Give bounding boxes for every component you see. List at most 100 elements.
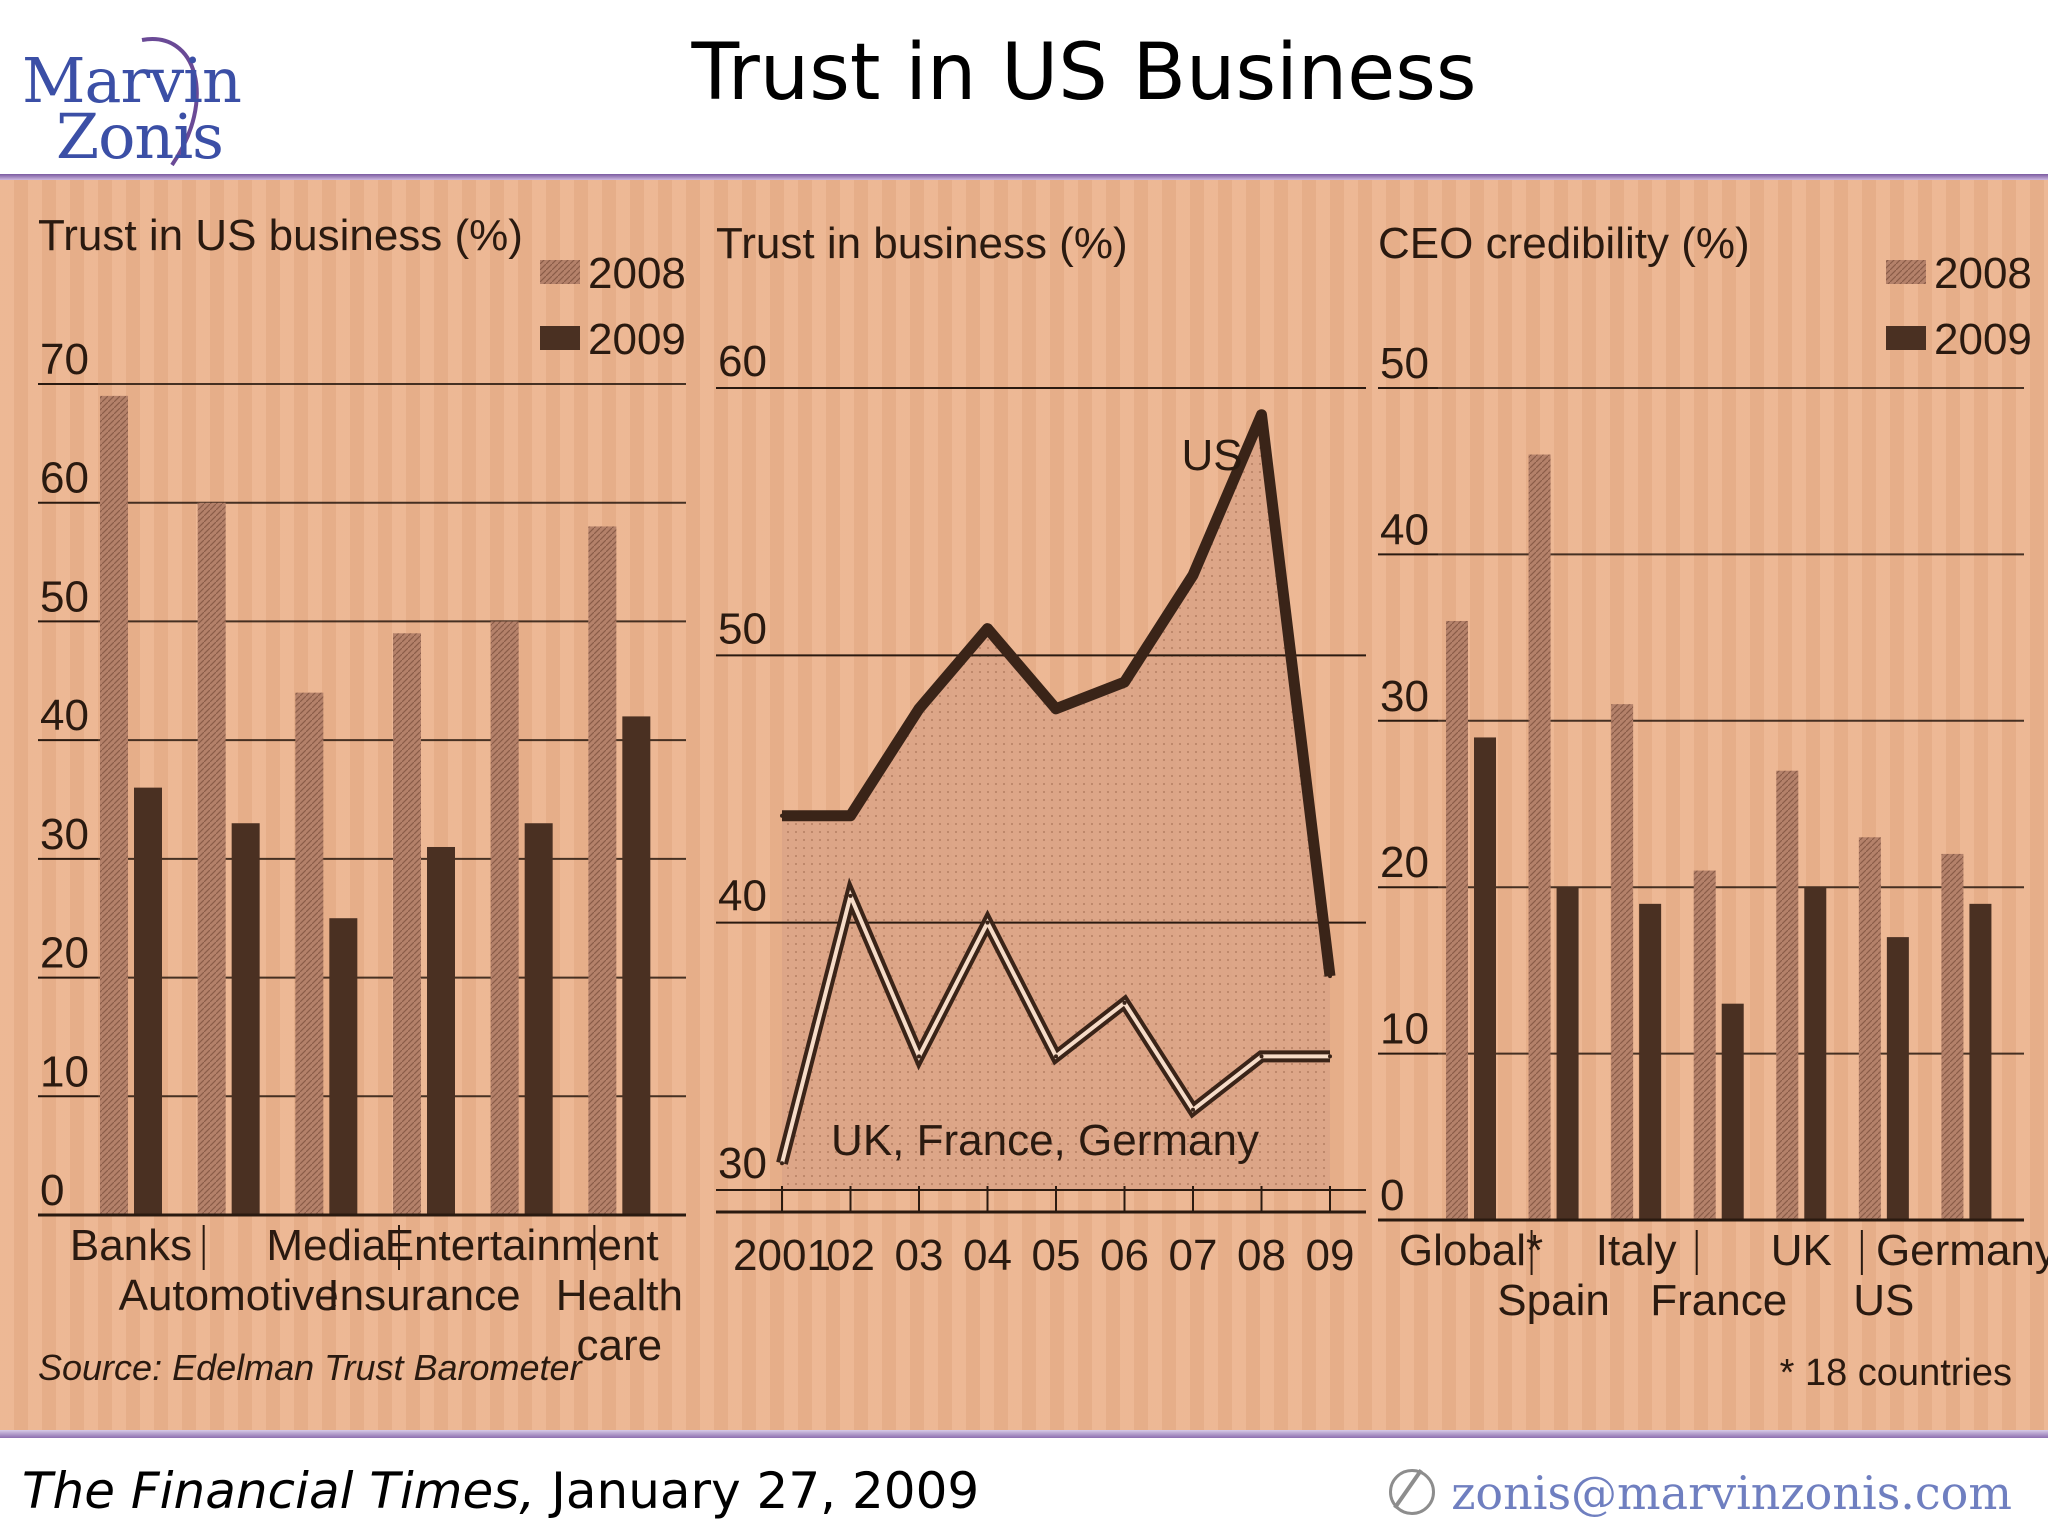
chart3-title: CEO credibility (%) bbox=[1378, 219, 1750, 268]
chart1-bar-2009 bbox=[524, 823, 553, 1215]
chart3-bar-2009 bbox=[1721, 1003, 1744, 1220]
footer-source: The Financial Times, January 27, 2009 bbox=[22, 1462, 979, 1520]
newspaper-clipping: Trust in US business (%) 0 10 20 30 40 50 60 70 B… bbox=[0, 180, 2048, 1430]
header-divider bbox=[0, 174, 2048, 180]
chart2-point-us bbox=[848, 813, 853, 818]
chart1-tick-label: 10 bbox=[40, 1047, 89, 1096]
chart2-point-europe bbox=[1259, 1054, 1264, 1059]
slide-header: Marvin Zonis Trust in US Business bbox=[0, 0, 2048, 175]
chart1-category-label: care bbox=[577, 1321, 663, 1370]
page-title: Trust in US Business bbox=[691, 28, 1477, 118]
chart3-bar-2008 bbox=[1693, 870, 1716, 1220]
chart2-title: Trust in business (%) bbox=[716, 219, 1128, 268]
chart3-bar-2009 bbox=[1556, 887, 1579, 1220]
chart2-x-label: 06 bbox=[1100, 1231, 1149, 1280]
chart1-bar-2008 bbox=[295, 692, 324, 1215]
chart2-point-europe bbox=[1122, 1000, 1127, 1005]
chart2-tick-label: 40 bbox=[718, 872, 767, 921]
charts-svg: Trust in US business (%) 0 10 20 30 40 50 60 70 B… bbox=[38, 211, 2048, 1394]
chart3-tick-label: 0 bbox=[1380, 1171, 1404, 1220]
chart1-tick-label: 40 bbox=[40, 691, 89, 740]
chart3-category-label: France bbox=[1650, 1276, 1787, 1325]
chart2-x-label: 09 bbox=[1306, 1231, 1355, 1280]
chart3-tick-label: 40 bbox=[1380, 505, 1429, 554]
marvin-zonis-logo: Marvin Zonis bbox=[22, 30, 252, 173]
chart1-category-label: Banks bbox=[70, 1221, 192, 1270]
chart1-bar-2008 bbox=[588, 526, 617, 1215]
chart3-bar-2008 bbox=[1446, 620, 1468, 1220]
chart3-bar-2009 bbox=[1886, 937, 1909, 1220]
chart3-legend-swatch-2009 bbox=[1886, 326, 1926, 350]
chart2-x-label: 05 bbox=[1032, 1231, 1081, 1280]
chart2-point-europe bbox=[848, 893, 853, 898]
chart2-point-us bbox=[1054, 706, 1058, 711]
chart2-tick-label: 60 bbox=[718, 337, 767, 386]
footer-date: January 27, 2009 bbox=[535, 1462, 980, 1520]
chart3-category-label: UK bbox=[1771, 1226, 1832, 1275]
chart1-category-label: Media bbox=[266, 1221, 386, 1270]
chart1-tick-label: 50 bbox=[40, 572, 89, 621]
chart2-point-us bbox=[1328, 974, 1332, 979]
chart3-legend-2008: 2008 bbox=[1934, 249, 2032, 298]
chart3-bar-2009 bbox=[1474, 737, 1496, 1220]
chart1-title: Trust in US business (%) bbox=[38, 211, 523, 260]
chart1-category-label: Insurance bbox=[327, 1271, 520, 1320]
chart2-point-europe bbox=[1191, 1107, 1195, 1112]
chart3-category-label: Italy bbox=[1596, 1226, 1677, 1275]
chart1-bar-2008 bbox=[393, 633, 421, 1215]
footer-divider bbox=[0, 1430, 2048, 1438]
footer-publication: The Financial Times, bbox=[22, 1462, 536, 1520]
chart1-bar-2009 bbox=[622, 716, 651, 1215]
chart3-category-label: Germany bbox=[1876, 1226, 2048, 1275]
chart3-tick-label: 30 bbox=[1380, 672, 1429, 721]
chart2-point-us bbox=[917, 706, 921, 711]
chart2-series-label-europe: UK, France, Germany bbox=[831, 1116, 1259, 1165]
chart1-legend-swatch-2009 bbox=[540, 326, 580, 350]
chart2-x-label: 04 bbox=[963, 1231, 1012, 1280]
chart1-bar-2009 bbox=[427, 846, 455, 1215]
chart3-bar-2009 bbox=[1969, 903, 1992, 1220]
chart3-bar-2008 bbox=[1528, 454, 1551, 1220]
chart2-point-europe bbox=[1054, 1054, 1058, 1059]
chart1-source: Source: Edelman Trust Barometer bbox=[38, 1347, 584, 1388]
chart1-tick-label: 70 bbox=[40, 335, 89, 384]
chart3-bar-2009 bbox=[1639, 903, 1662, 1220]
chart3-legend-swatch-2008 bbox=[1886, 260, 1926, 284]
chart3-category-label: US bbox=[1853, 1276, 1914, 1325]
chart1-category-label: Automotive bbox=[119, 1271, 339, 1320]
chart3-bar-2008 bbox=[1858, 837, 1881, 1220]
chart2-point-europe bbox=[1328, 1054, 1332, 1059]
chart2-point-us bbox=[1191, 573, 1195, 578]
chart1-bar-2009 bbox=[134, 787, 162, 1215]
chart2-x-label: 07 bbox=[1169, 1231, 1218, 1280]
chart2-point-us bbox=[1122, 680, 1127, 685]
chart2-point-europe bbox=[985, 920, 990, 925]
chart2-point-europe bbox=[780, 1161, 784, 1166]
chart1-category-label: Health bbox=[556, 1271, 683, 1320]
chart2-point-us bbox=[1259, 412, 1264, 417]
chart1-tick-label: 0 bbox=[40, 1166, 64, 1215]
chart1-category-label: Entertainment bbox=[385, 1221, 659, 1270]
chart3-category-label: Spain bbox=[1497, 1276, 1610, 1325]
chart1-legend-2008: 2008 bbox=[588, 249, 686, 298]
chart1-bar-2009 bbox=[329, 918, 358, 1215]
chart2-x-label: 02 bbox=[826, 1231, 875, 1280]
chart3-category-label: Global* bbox=[1399, 1226, 1543, 1275]
chart2-point-us bbox=[985, 626, 990, 631]
logo-line2: Zonis bbox=[56, 100, 224, 173]
chart3-note: * 18 countries bbox=[1780, 1352, 2012, 1394]
chart1-bar-2008 bbox=[490, 621, 519, 1215]
chart1-tick-label: 30 bbox=[40, 810, 89, 859]
chart3-tick-label: 20 bbox=[1380, 838, 1429, 887]
contact-email[interactable]: zonis@marvinzonis.com bbox=[1389, 1466, 2012, 1520]
chart2-x-label: 08 bbox=[1237, 1231, 1286, 1280]
chart3-legend-2009: 2009 bbox=[1934, 315, 2032, 364]
chart1-bar-2008 bbox=[100, 395, 128, 1215]
chart2-tick-label: 30 bbox=[718, 1139, 767, 1188]
chart1-tick-label: 20 bbox=[40, 929, 89, 978]
chart3-tick-label: 10 bbox=[1380, 1005, 1429, 1054]
chart3-bar-2008 bbox=[1776, 770, 1799, 1220]
chart2-series-label-us: US bbox=[1181, 431, 1242, 480]
chart2-us-area bbox=[782, 414, 1330, 1190]
chart2-tick-label: 50 bbox=[718, 604, 767, 653]
